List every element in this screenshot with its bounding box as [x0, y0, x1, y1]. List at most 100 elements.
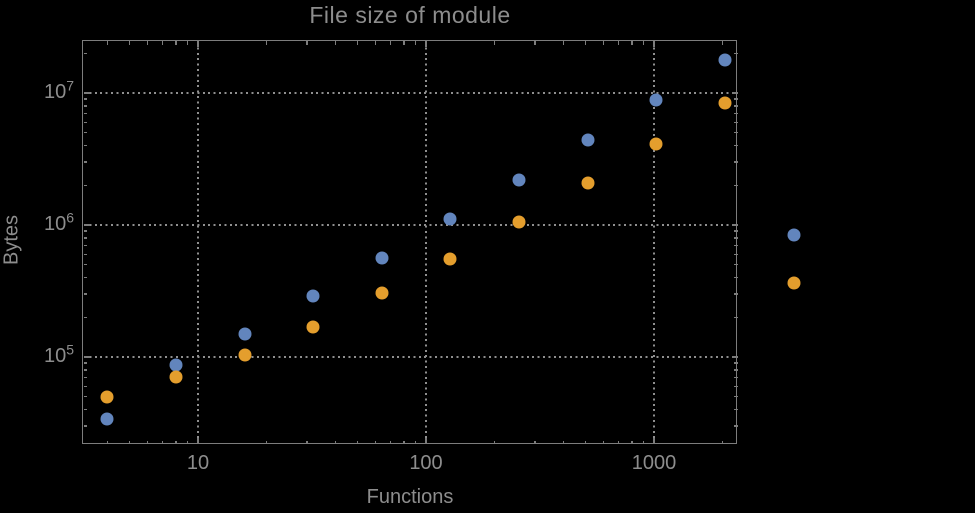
y-axis-tick: [83, 121, 87, 124]
x-axis-tick: [425, 438, 427, 444]
y-axis-tick: [734, 316, 738, 318]
x-axis-tick: [197, 41, 199, 47]
y-axis-tick: [83, 230, 87, 232]
y-tick-label: 106: [43, 209, 74, 236]
y-axis-tick: [734, 385, 738, 388]
y-axis-tick: [83, 131, 87, 134]
data-point-series-2-orange-x32: [306, 320, 320, 334]
x-axis-tick: [356, 41, 359, 45]
x-axis-tick: [161, 440, 164, 444]
data-point-series-2-orange-x4096: [787, 276, 801, 290]
x-axis-tick: [197, 438, 199, 444]
x-axis-tick: [721, 41, 724, 45]
x-axis-tick: [534, 440, 536, 444]
x-axis-tick: [414, 41, 417, 45]
x-axis-tick: [721, 440, 724, 444]
x-axis-tick: [631, 41, 633, 45]
data-point-series-2-orange-x16: [238, 348, 252, 362]
y-axis-tick: [731, 356, 738, 358]
x-axis-tick: [493, 440, 496, 444]
x-axis-tick: [631, 440, 633, 444]
y-axis-tick: [83, 276, 87, 279]
y-axis-tick: [83, 408, 87, 411]
y-axis-tick: [734, 230, 738, 232]
y-axis-tick: [83, 316, 87, 318]
y-axis-tick: [734, 376, 738, 379]
data-point-series-1-blue-x64: [375, 251, 389, 265]
x-axis-tick: [617, 41, 620, 45]
x-axis-tick: [617, 440, 620, 444]
y-axis-tick: [83, 293, 87, 295]
x-axis-tick: [642, 440, 645, 444]
x-axis-tick: [356, 440, 359, 444]
y-axis-tick: [734, 253, 738, 256]
gridline-x-10: [197, 42, 199, 443]
y-axis-tick: [83, 112, 87, 115]
y-axis-tick: [83, 376, 87, 379]
data-point-series-2-orange-x4: [100, 390, 114, 404]
x-axis-tick: [175, 41, 177, 45]
x-axis-tick: [403, 440, 405, 444]
data-point-series-1-blue-x4: [100, 412, 114, 426]
x-axis-tick: [584, 440, 587, 444]
x-axis-tick: [374, 41, 377, 45]
y-axis-title: Bytes: [0, 214, 23, 266]
x-axis-tick: [653, 438, 655, 444]
y-axis-tick: [734, 52, 738, 54]
x-axis-tick: [653, 41, 655, 47]
data-point-series-2-orange-x64: [375, 286, 389, 300]
data-point-series-1-blue-x2048: [718, 53, 732, 67]
data-point-series-1-blue-x4096: [787, 228, 801, 242]
y-axis-tick: [734, 184, 738, 186]
x-axis-tick: [642, 41, 645, 45]
data-point-series-1-blue-x512: [581, 133, 595, 147]
x-axis-tick: [389, 440, 392, 444]
y-axis-tick: [734, 276, 738, 279]
data-point-series-2-orange-x8: [169, 370, 183, 384]
x-axis-tick: [306, 440, 308, 444]
x-axis-tick: [128, 41, 131, 45]
x-axis-title: Functions: [366, 486, 454, 508]
x-axis-tick: [403, 41, 405, 45]
y-axis-tick: [83, 144, 87, 147]
data-point-series-1-blue-x8: [169, 358, 183, 372]
y-axis-tick: [83, 98, 87, 100]
y-axis-tick: [83, 362, 87, 364]
x-axis-tick: [414, 440, 417, 444]
y-axis-tick: [83, 237, 87, 239]
y-axis-tick: [731, 224, 738, 226]
data-point-series-2-orange-x256: [512, 215, 526, 229]
y-axis-tick: [734, 425, 738, 427]
y-axis-tick: [734, 395, 738, 398]
x-axis-tick: [602, 41, 605, 45]
data-point-series-1-blue-x128: [443, 212, 457, 225]
x-axis-tick: [161, 41, 164, 45]
x-axis-tick: [534, 41, 536, 45]
y-axis-tick: [734, 293, 738, 295]
x-axis-tick: [334, 440, 337, 444]
y-axis-tick: [734, 362, 738, 364]
y-axis-tick: [83, 92, 90, 94]
y-axis-tick: [83, 369, 87, 371]
data-point-series-1-blue-x32: [306, 289, 320, 303]
y-axis-tick: [731, 92, 738, 94]
x-axis-tick: [265, 41, 268, 45]
gridline-x-100: [425, 42, 427, 443]
x-tick-label: 100: [409, 452, 443, 474]
y-axis-tick: [734, 237, 738, 239]
x-axis-tick: [493, 41, 496, 45]
y-axis-tick: [734, 161, 738, 163]
y-axis-tick: [83, 224, 90, 226]
data-point-series-1-blue-x16: [238, 327, 252, 341]
y-axis-tick: [83, 244, 87, 247]
y-axis-tick: [83, 105, 87, 107]
x-axis-tick: [106, 440, 109, 444]
y-axis-tick: [83, 385, 87, 388]
data-point-series-2-orange-x1024: [649, 137, 663, 151]
x-axis-tick: [186, 440, 189, 444]
x-axis-tick: [175, 440, 177, 444]
data-point-series-2-orange-x512: [581, 176, 595, 190]
gridline-y-1e7: [84, 92, 737, 94]
y-axis-tick: [83, 395, 87, 398]
